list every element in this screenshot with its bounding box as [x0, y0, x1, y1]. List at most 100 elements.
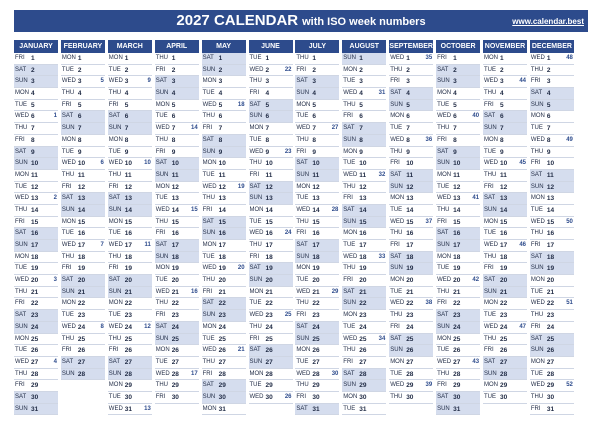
day-number: 12 — [218, 183, 226, 191]
day-number: 14 — [453, 206, 461, 214]
day-row: SUN 15 — [342, 216, 387, 229]
day-number: 10 — [453, 160, 461, 168]
day-number: 8 — [265, 136, 270, 144]
day-row: SAT 4 — [529, 88, 574, 100]
weekday-label: SAT — [343, 370, 355, 377]
site-link[interactable]: www.calendar.best — [512, 17, 584, 26]
day-number: 18 — [124, 253, 133, 261]
day-number: 5 — [359, 101, 363, 109]
day-number: 19 — [312, 265, 320, 273]
day-row: MON 31 — [201, 404, 246, 416]
weekday-label: SAT — [249, 265, 261, 272]
day-number: 2 — [171, 66, 176, 74]
weekday-label: THU — [343, 101, 356, 108]
day-number: 25 — [31, 335, 39, 343]
day-row: TUE 23 — [483, 310, 527, 322]
day-number: 22 — [500, 300, 508, 308]
weekday-label: TUE — [15, 183, 27, 190]
weekday-label: SAT — [249, 347, 261, 354]
day-number: 11 — [453, 171, 460, 179]
weekday-label: MON — [155, 101, 170, 108]
weekday-label: WED — [249, 312, 264, 319]
day-row: SAT 5 — [248, 99, 293, 112]
day-number: 14 — [359, 206, 367, 214]
weekday-label: TUE — [15, 101, 27, 108]
week-number: 50 — [566, 218, 573, 225]
weekday-label: WED — [390, 382, 405, 389]
day-number: 6 — [500, 113, 504, 121]
weekday-label: SAT — [108, 277, 121, 284]
day-row: SAT 28 — [342, 368, 387, 381]
day-row: THU 25 — [483, 334, 527, 346]
day-number: 23 — [453, 312, 461, 320]
weekday-label: WED — [249, 66, 264, 73]
weekday-label: FRI — [155, 230, 166, 237]
week-number: 49 — [566, 136, 573, 143]
day-number: 21 — [77, 288, 86, 296]
weekday-label: SAT — [437, 148, 449, 155]
day-row: SUN 25 — [154, 333, 199, 346]
day-row: MON 29 — [107, 380, 152, 392]
day-number: 22 — [546, 300, 555, 308]
weekday-label: THU — [296, 136, 309, 143]
weekday-label: WED — [343, 171, 358, 178]
weekday-label: TUE — [202, 171, 215, 178]
day-number: 15 — [453, 218, 461, 226]
day-row: WED 18 33 — [342, 252, 387, 264]
day-number: 10 — [359, 160, 367, 168]
day-number: 3 — [453, 78, 457, 86]
day-row: WED 10 45 — [483, 158, 527, 170]
day-row: SAT 30 — [14, 391, 58, 404]
weekday-label: TUE — [343, 323, 356, 330]
weekday-label: THU — [202, 358, 215, 365]
weekday-label: THU — [296, 218, 309, 225]
weekday-label: TUE — [484, 66, 496, 73]
day-number: 10 — [406, 160, 414, 168]
day-number: 14 — [31, 206, 39, 214]
week-number: 23 — [284, 148, 292, 155]
weekday-label: THU — [249, 323, 262, 330]
day-row: THU 12 — [342, 182, 387, 194]
day-number: 17 — [171, 242, 179, 249]
day-row: SAT 12 — [248, 181, 293, 194]
day-row: THU 6 — [201, 111, 246, 124]
day-number: 20 — [406, 277, 414, 285]
day-number: 19 — [31, 265, 39, 273]
day-number: 22 — [265, 300, 273, 308]
weekday-label: FRI — [108, 183, 119, 190]
weekday-label: THU — [61, 171, 75, 178]
day-number: 20 — [453, 277, 461, 285]
day-row: MON 6 — [529, 111, 574, 124]
day-number: 7 — [218, 125, 223, 133]
day-number: 7 — [406, 125, 410, 133]
weekday-label: TUE — [108, 148, 121, 155]
weekday-label: TUE — [249, 136, 262, 143]
weekday-label: SUN — [61, 288, 75, 295]
day-row: SUN 4 — [295, 88, 340, 100]
weekday-label: SUN — [202, 148, 216, 155]
day-row: WED 23 25 — [248, 310, 293, 322]
weekday-label: SAT — [155, 242, 167, 248]
weekday-label: SUN — [61, 206, 75, 213]
weekday-label: FRI — [202, 125, 213, 132]
day-number: 2 — [500, 66, 504, 74]
weekday-label: TUE — [390, 370, 403, 377]
day-row: WED 17 46 — [483, 240, 527, 252]
day-row: FRI 19 — [107, 263, 152, 276]
day-number: 29 — [218, 382, 226, 390]
day-row: THU 2 — [529, 65, 574, 77]
day-row: WED 29 52 — [529, 380, 574, 392]
day-number: 26 — [546, 347, 555, 355]
day-row: TUE 7 — [389, 123, 434, 135]
week-number: 22 — [284, 66, 292, 73]
weekday-label: TUE — [61, 312, 74, 319]
weekday-label: THU — [484, 253, 497, 260]
day-row: MON 4 — [436, 88, 481, 100]
day-row: TUE 11 — [201, 170, 246, 182]
weekday-label: WED — [155, 288, 170, 295]
header-banner: 2027 CALENDAR with ISO week numbers www.c… — [14, 10, 588, 32]
day-number: 28 — [124, 370, 133, 378]
day-number: 18 — [406, 253, 414, 261]
weekday-label: WED — [437, 277, 452, 284]
weekday-label: SAT — [202, 300, 214, 307]
